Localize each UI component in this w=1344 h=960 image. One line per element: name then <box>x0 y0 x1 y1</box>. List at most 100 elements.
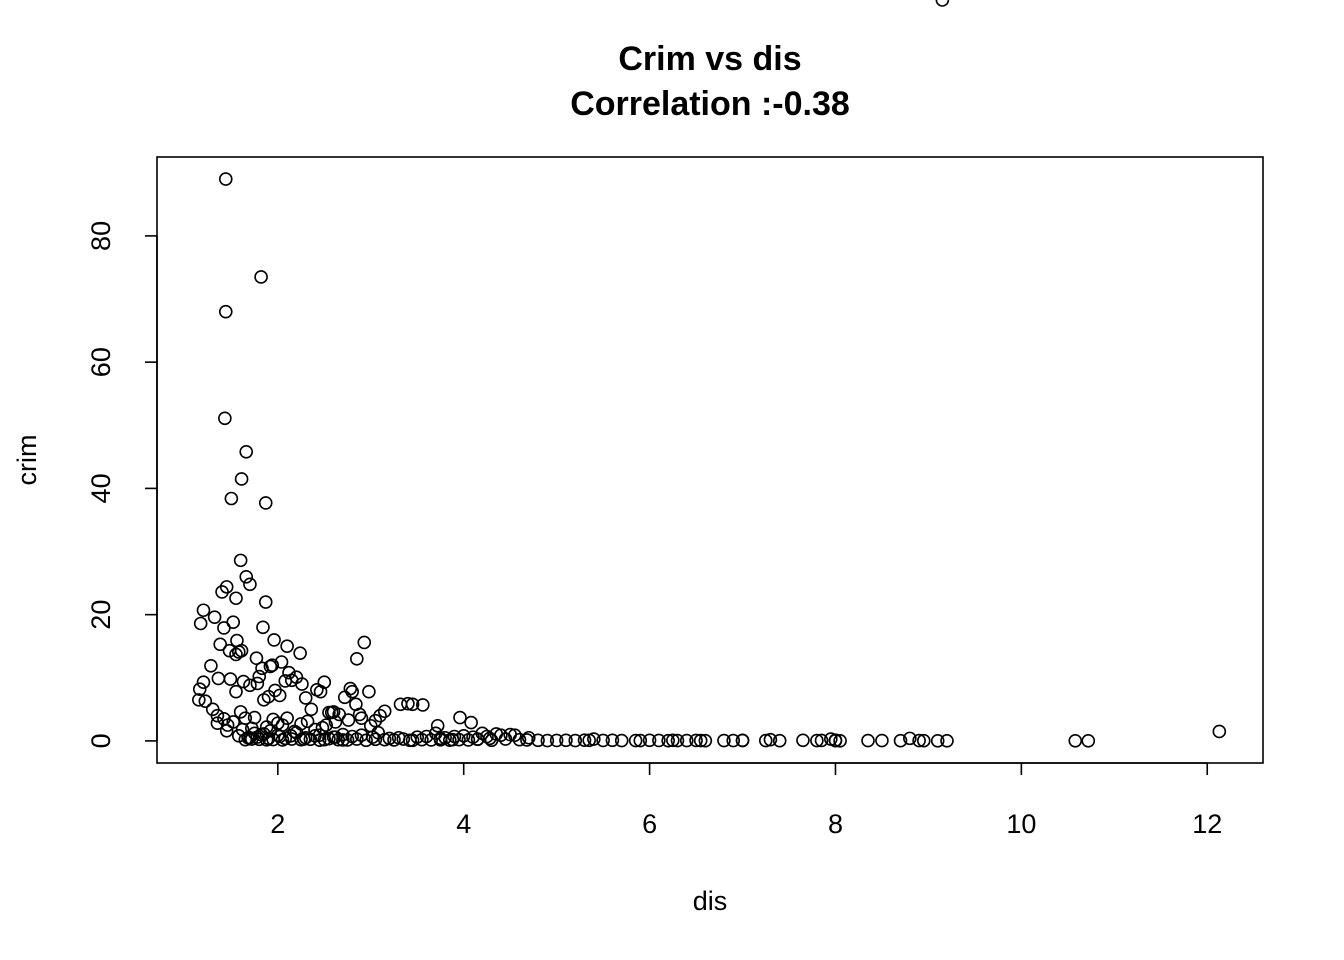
data-point <box>520 733 534 747</box>
data-point <box>735 733 750 748</box>
data-point <box>312 733 327 747</box>
data-point <box>628 733 643 748</box>
data-point <box>633 733 648 748</box>
data-point <box>235 722 250 737</box>
data-point <box>903 731 917 746</box>
data-point <box>875 733 889 748</box>
data-point <box>193 616 208 631</box>
data-point <box>484 733 499 748</box>
data-point <box>313 684 328 699</box>
data-point <box>293 646 307 660</box>
data-point <box>916 733 931 748</box>
data-point <box>531 733 545 748</box>
x-tick-label: 2 <box>270 809 285 839</box>
data-point <box>250 676 265 691</box>
data-point <box>935 0 950 7</box>
data-point <box>317 675 332 690</box>
data-point <box>298 691 313 705</box>
data-point <box>930 733 945 748</box>
data-point <box>304 702 319 717</box>
data-point <box>192 682 207 696</box>
data-point <box>763 732 778 747</box>
data-point <box>239 569 254 584</box>
data-point <box>670 733 685 748</box>
data-point <box>196 603 211 618</box>
data-point <box>211 671 226 686</box>
data-point <box>210 716 225 731</box>
data-point <box>661 733 675 748</box>
data-point <box>559 733 573 748</box>
data-point <box>239 444 254 459</box>
data-point <box>726 733 741 748</box>
data-point <box>300 714 315 729</box>
data-point <box>861 733 875 748</box>
data-point <box>243 730 257 745</box>
data-point <box>350 652 364 666</box>
data-point <box>229 684 243 699</box>
data-point <box>452 732 466 747</box>
x-axis-label: dis <box>693 886 728 916</box>
data-point <box>373 708 387 723</box>
data-point <box>357 635 372 650</box>
data-point <box>326 730 341 744</box>
data-point <box>362 684 376 699</box>
y-axis: 0 20 40 60 80 <box>86 221 158 748</box>
data-point <box>365 730 380 744</box>
y-tick-label: 40 <box>86 473 116 503</box>
data-point <box>324 705 339 720</box>
data-point <box>772 733 787 748</box>
data-point <box>207 610 222 624</box>
data-point <box>219 580 234 594</box>
data-point <box>828 733 843 747</box>
data-point <box>252 669 267 684</box>
data-point <box>256 620 270 635</box>
data-point <box>796 733 810 748</box>
data-point <box>368 713 383 728</box>
x-tick-label: 6 <box>642 809 657 839</box>
data-point <box>377 704 392 719</box>
data-point <box>226 615 241 630</box>
y-tick-label: 0 <box>86 733 116 748</box>
data-point <box>317 732 332 747</box>
data-point <box>642 733 657 748</box>
data-point <box>482 731 497 746</box>
data-point <box>577 733 592 747</box>
data-point <box>243 577 257 592</box>
data-point <box>272 688 287 703</box>
data-point <box>810 733 824 748</box>
data-point <box>498 732 513 746</box>
data-point <box>582 733 596 748</box>
data-point <box>196 675 211 690</box>
data-point <box>267 633 281 647</box>
data-point <box>258 595 273 609</box>
data-point <box>263 659 278 674</box>
data-point <box>247 710 262 725</box>
data-point <box>480 729 494 744</box>
data-point <box>698 733 713 748</box>
data-point <box>568 733 583 748</box>
data-point <box>689 733 703 748</box>
y-axis-label: crim <box>12 435 42 486</box>
data-point <box>912 733 926 748</box>
y-tick-label: 60 <box>86 347 116 377</box>
data-point <box>224 491 239 506</box>
data-point <box>295 677 309 691</box>
data-point <box>461 733 476 747</box>
data-point <box>717 733 731 748</box>
data-point <box>198 694 213 708</box>
data-point <box>512 732 527 747</box>
data-point <box>652 733 666 748</box>
data-point <box>219 724 234 738</box>
data-point <box>218 304 233 319</box>
data-point <box>1212 724 1227 739</box>
data-point <box>226 715 241 729</box>
data-point <box>280 711 294 725</box>
data-point <box>345 684 359 699</box>
data-point <box>234 472 249 486</box>
data-point <box>255 661 269 676</box>
data-point <box>280 639 294 654</box>
data-point <box>247 726 262 741</box>
data-point <box>363 718 378 733</box>
x-tick-label: 4 <box>456 809 471 839</box>
data-point <box>430 718 445 733</box>
